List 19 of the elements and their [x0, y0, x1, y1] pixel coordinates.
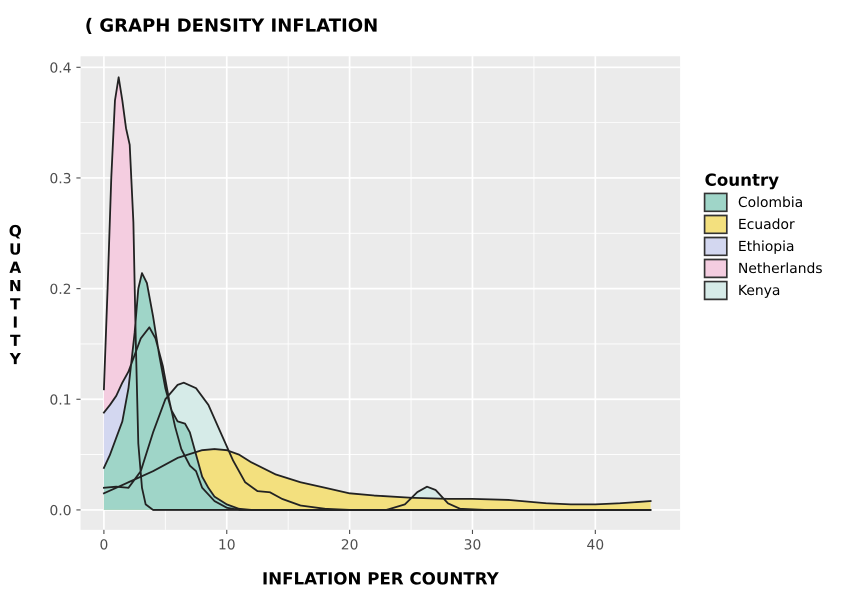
x-tick-label: 40 [587, 539, 604, 550]
legend-label: Colombia [738, 196, 802, 208]
y-axis-title: QUANTITY [9, 224, 22, 364]
x-tick-label: 0 [100, 539, 108, 550]
x-tick-label: 30 [464, 539, 480, 550]
y-tick-label: 0.2 [50, 284, 70, 294]
legend-label: Netherlands [739, 262, 822, 274]
legend-title: Country [705, 173, 779, 190]
x-axis-title: INFLATION PER COUNTRY [263, 572, 499, 585]
y-tick-label: 0.1 [50, 394, 70, 405]
legend-label: Kenya [739, 284, 780, 298]
y-tick-label: 0.3 [50, 172, 70, 184]
x-tick-label: 20 [342, 539, 358, 550]
legend-label: Ethiopia [739, 240, 794, 254]
legend-label: Ecuador [739, 218, 795, 230]
y-tick-label: 0.0 [50, 504, 71, 516]
x-tick-label: 10 [219, 539, 235, 550]
y-tick-label: 0.4 [50, 62, 71, 73]
chart-title: ( GRAPH DENSITY INFLATION [86, 18, 377, 34]
